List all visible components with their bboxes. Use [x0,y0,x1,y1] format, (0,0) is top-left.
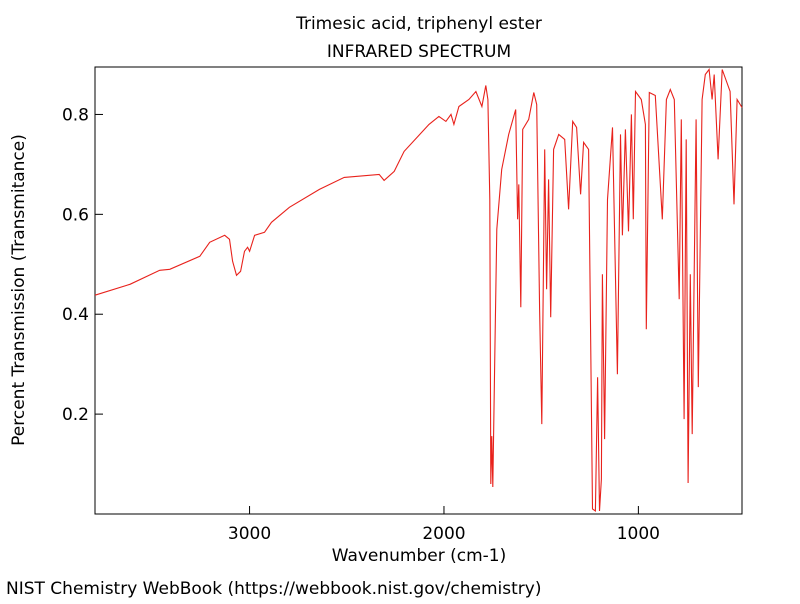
chart-title: Trimesic acid, triphenyl ester [295,14,542,34]
x-tick-label: 1000 [617,524,660,544]
y-tick-label: 0.6 [62,205,89,225]
chart-subtitle: INFRARED SPECTRUM [327,42,511,62]
spectrum-line [94,68,743,513]
y-axis-label: Percent Transmission (Transmitance) [9,134,29,446]
x-tick-label: 3000 [228,524,271,544]
source-note: NIST Chemistry WebBook (https://webbook.… [6,579,541,599]
x-tick-label: 2000 [422,524,465,544]
y-tick-label: 0.4 [62,305,89,325]
x-axis-label: Wavenumber (cm-1) [332,546,507,566]
y-tick-label: 0.8 [62,105,89,125]
plot-frame [94,66,743,515]
y-tick-label: 0.2 [62,405,89,425]
